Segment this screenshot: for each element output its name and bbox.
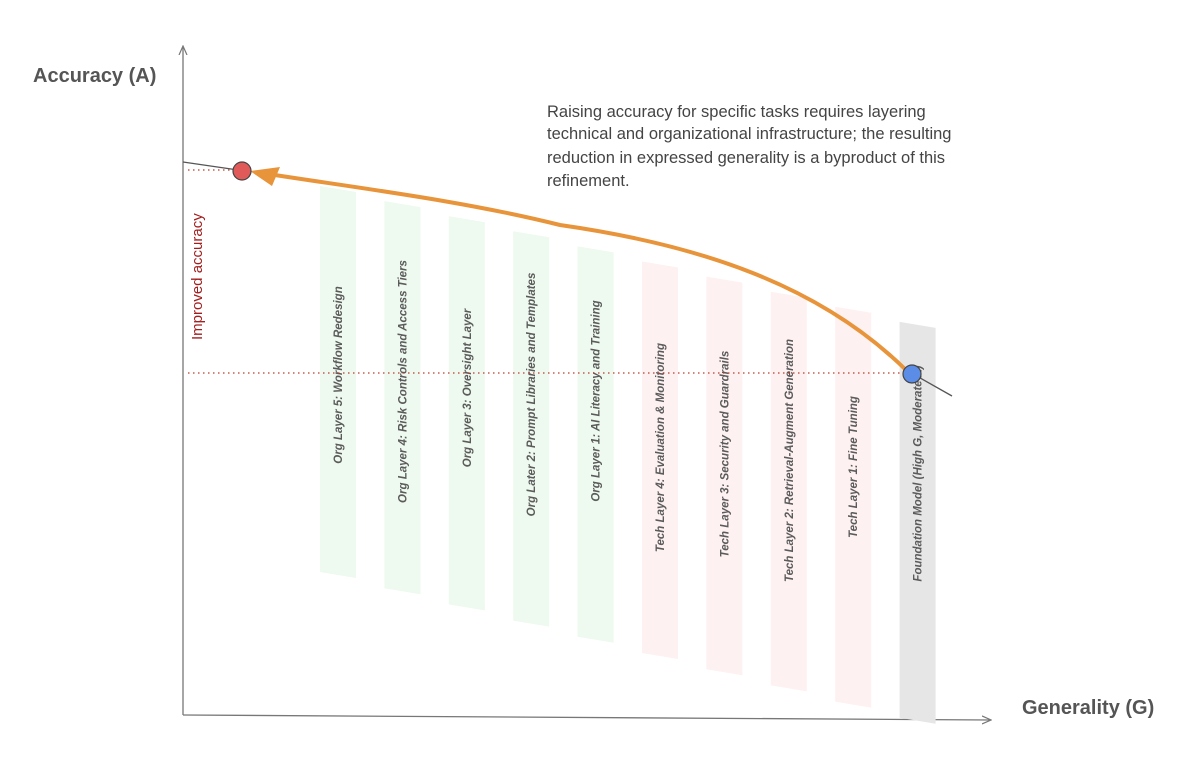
- layer-band-9: [835, 306, 872, 708]
- layer-label-2: Org Layer 4: Risk Controls and Access Ti…: [397, 260, 409, 503]
- y-axis-title: Accuracy (A): [33, 65, 156, 87]
- annotation-line-2: technical and organizational infrastruct…: [547, 125, 951, 143]
- layer-label-9: Tech Layer 1: Fine Tuning: [848, 396, 860, 538]
- layer-label-7: Tech Layer 3: Security and Guardrails: [719, 351, 731, 558]
- layer-label-8: Tech Layer 2: Retrieval-Augment Generati…: [784, 339, 796, 582]
- layer-band-3: [448, 216, 485, 611]
- foundation-point: [902, 364, 922, 384]
- annotation-line-3: reduction in expressed generality is a b…: [547, 149, 945, 167]
- layer-band-5: [577, 246, 614, 643]
- annotation-text: Raising accuracy for specific tasks requ…: [547, 103, 956, 190]
- layer-label-10: Foundation Model (High G, Moderate A): [913, 365, 925, 581]
- layer-band-6: [642, 261, 678, 659]
- x-axis: [182, 714, 990, 720]
- refinement-curve: [260, 171, 909, 373]
- layer-label-1: Org Layer 5: Workflow Redesign: [333, 286, 345, 463]
- x-axis-title: Generality (G): [1022, 697, 1154, 719]
- annotation-line-4: refinement.: [547, 172, 630, 190]
- layer-band-4: [513, 231, 550, 627]
- layer-label-3: Org Layer 3: Oversight Layer: [462, 308, 474, 467]
- layer-band-10: [899, 321, 936, 724]
- annotation-line-1: Raising accuracy for specific tasks requ…: [547, 103, 926, 121]
- layer-band-7: [706, 276, 743, 676]
- layer-label-5: Org Layer 1: AI Literacy and Training: [591, 300, 603, 501]
- layer-band-8: [770, 291, 807, 692]
- layer-label-4: Org Later 2: Prompt Libraries and Templa…: [526, 273, 538, 517]
- refined-point: [232, 161, 252, 181]
- refinement-arrow-head: [250, 167, 280, 186]
- improved-accuracy-label: Improved accuracy: [189, 213, 206, 340]
- layer-bands: Org Layer 5: Workflow Redesign Org Layer …: [320, 186, 936, 724]
- trend-line-left: [182, 161, 239, 171]
- layer-label-6: Tech Layer 4: Evaluation & Monitoring: [655, 343, 667, 552]
- layer-band-2: [384, 201, 421, 595]
- layer-band-1: [320, 186, 356, 578]
